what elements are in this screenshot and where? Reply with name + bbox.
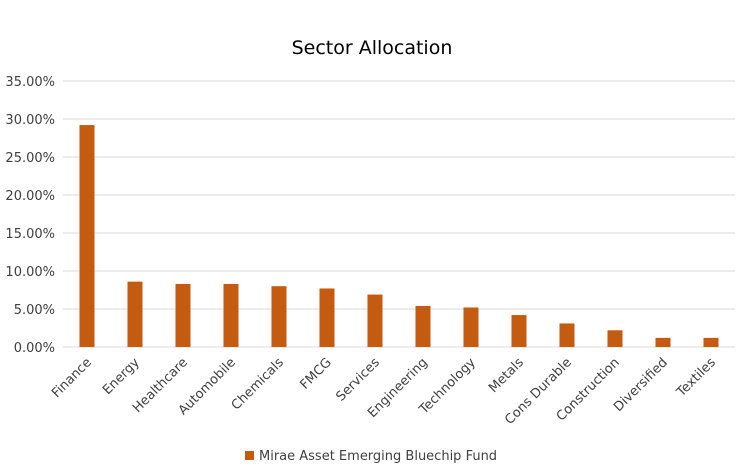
y-tick-label: 30.00% [5, 113, 55, 128]
x-category-label: Energy [100, 355, 143, 398]
x-category-label: Metals [486, 355, 527, 396]
legend: Mirae Asset Emerging Bluechip Fund [245, 449, 497, 464]
chart-title: Sector Allocation [292, 37, 453, 59]
bar-cons-durable [559, 323, 575, 347]
bar-metals [511, 315, 527, 347]
y-tick-label: 0.00% [14, 341, 55, 356]
bar-services [367, 294, 383, 347]
x-category-label: Chemicals [229, 355, 287, 413]
gridlines [63, 80, 735, 348]
bar-technology [463, 307, 479, 347]
bar-engineering [415, 305, 431, 347]
bar-automobile [223, 283, 239, 347]
y-tick-label: 15.00% [5, 227, 55, 242]
x-category-label: FMCG [297, 355, 334, 392]
bar-construction [607, 330, 623, 347]
bar-finance [79, 125, 95, 347]
bar-diversified [655, 337, 671, 347]
y-tick-label: 5.00% [14, 303, 55, 318]
y-axis-tick-labels: 0.00% 5.00% 10.00% 15.00% 20.00% 25.00% 30.00%… [5, 75, 55, 356]
y-tick-label: 25.00% [5, 151, 55, 166]
x-category-label: Textiles [673, 355, 719, 401]
y-tick-label: 10.00% [5, 265, 55, 280]
bar-healthcare [175, 283, 191, 347]
bar-textiles [703, 337, 719, 347]
bar-energy [127, 281, 143, 347]
y-tick-label: 20.00% [5, 189, 55, 204]
y-tick-label: 35.00% [5, 75, 55, 90]
x-axis-category-labels: Finance EnergyHealthcareAutomobileChemica… [49, 355, 719, 428]
bars [79, 125, 719, 347]
bar-chemicals [271, 286, 287, 347]
x-category-label: Finance [49, 355, 95, 401]
legend-label: Mirae Asset Emerging Bluechip Fund [259, 449, 497, 464]
bar-fmcg [319, 288, 335, 347]
x-category-label: Services [333, 355, 383, 405]
legend-swatch [245, 451, 254, 460]
